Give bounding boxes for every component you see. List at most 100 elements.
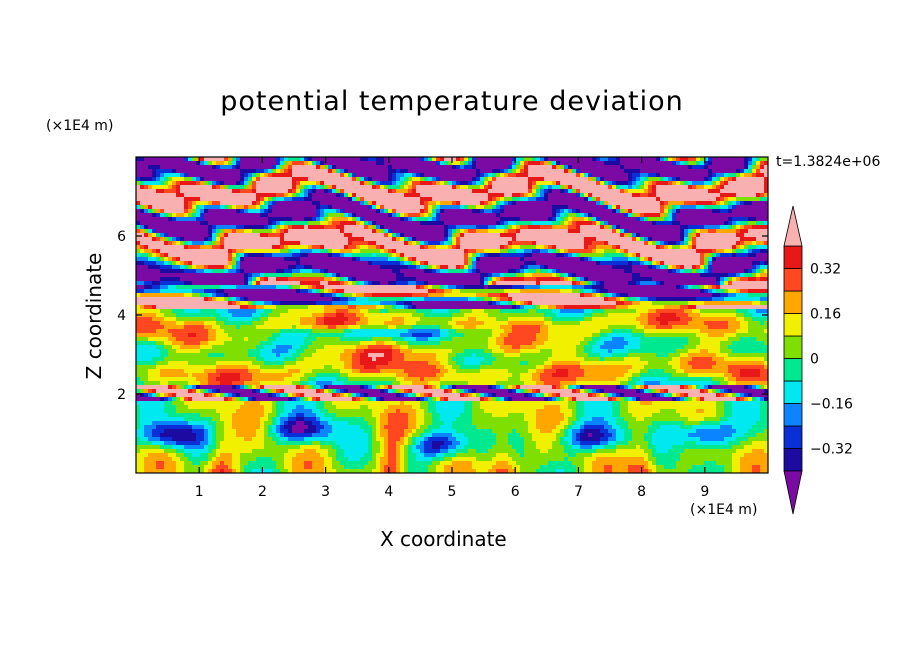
field-cell <box>208 213 213 218</box>
field-cell <box>604 277 609 282</box>
field-cell <box>228 229 233 234</box>
field-cell <box>256 261 261 266</box>
field-cell <box>436 229 441 234</box>
field-cell <box>188 185 193 190</box>
field-cell <box>356 189 361 194</box>
field-cell <box>396 261 401 266</box>
field-cell <box>580 201 585 206</box>
field-cell <box>240 161 245 166</box>
field-cell <box>676 177 681 182</box>
field-cell <box>212 233 217 238</box>
field-cell <box>384 173 389 178</box>
field-cell <box>580 177 585 182</box>
field-cell <box>252 197 257 202</box>
field-cell <box>752 189 757 194</box>
field-cell <box>532 233 537 238</box>
field-cell <box>572 201 577 206</box>
field-cell <box>140 197 145 202</box>
field-cell <box>392 189 397 194</box>
field-cell <box>140 213 145 218</box>
field-cell <box>488 273 493 278</box>
field-cell <box>476 249 481 254</box>
field-cell <box>492 221 497 226</box>
field-cell <box>260 189 265 194</box>
field-cell <box>256 193 261 198</box>
field-cell <box>152 213 157 218</box>
field-cell <box>660 277 665 282</box>
field-cell <box>212 217 217 222</box>
field-cell <box>136 241 141 246</box>
field-cell <box>760 277 765 282</box>
field-cell <box>488 197 493 202</box>
field-cell <box>480 173 485 178</box>
field-cell <box>172 197 177 202</box>
field-cell <box>720 165 725 170</box>
field-cell <box>544 269 549 274</box>
field-cell <box>484 157 489 162</box>
field-cell <box>380 249 385 254</box>
field-cell <box>512 189 517 194</box>
field-cell <box>264 197 269 202</box>
field-cell <box>264 233 269 238</box>
field-cell <box>496 281 501 286</box>
field-cell <box>408 269 413 274</box>
field-cell <box>552 217 557 222</box>
field-cell <box>312 193 317 198</box>
field-cell <box>504 209 509 214</box>
field-cell <box>216 249 221 254</box>
field-cell <box>352 221 357 226</box>
field-cell <box>496 189 501 194</box>
field-cell <box>708 253 713 258</box>
field-cell <box>388 217 393 222</box>
field-cell <box>604 273 609 278</box>
field-cell <box>752 265 757 270</box>
field-cell <box>192 229 197 234</box>
field-cell <box>188 269 193 274</box>
field-cell <box>284 253 289 258</box>
field-cell <box>368 161 373 166</box>
field-cell <box>232 201 237 206</box>
field-cell <box>268 161 273 166</box>
field-cell <box>148 177 153 182</box>
field-cell <box>144 169 149 174</box>
field-cell <box>344 281 349 286</box>
field-cell <box>172 173 177 178</box>
field-cell <box>652 193 657 198</box>
field-cell <box>348 201 353 206</box>
field-cell <box>364 169 369 174</box>
field-cell <box>188 157 193 162</box>
field-cell <box>304 197 309 202</box>
field-cell <box>160 181 165 186</box>
field-cell <box>456 281 461 286</box>
field-cell <box>432 205 437 210</box>
field-cell <box>352 265 357 270</box>
field-cell <box>492 265 497 270</box>
field-cell <box>328 173 333 178</box>
field-cell <box>572 165 577 170</box>
field-cell <box>472 269 477 274</box>
field-cell <box>552 169 557 174</box>
field-cell <box>396 245 401 250</box>
field-cell <box>144 253 149 258</box>
field-cell <box>204 277 209 282</box>
field-cell <box>452 277 457 282</box>
field-cell <box>276 185 281 190</box>
field-cell <box>504 169 509 174</box>
field-cell <box>504 173 509 178</box>
field-cell <box>612 157 617 162</box>
field-cell <box>724 181 729 186</box>
field-cell <box>264 257 269 262</box>
field-cell <box>296 157 301 162</box>
field-cell <box>552 209 557 214</box>
field-cell <box>560 269 565 274</box>
field-cell <box>212 277 217 282</box>
field-cell <box>164 173 169 178</box>
field-cell <box>296 185 301 190</box>
field-cell <box>292 277 297 282</box>
field-cell <box>176 281 181 286</box>
field-cell <box>384 233 389 238</box>
field-cell <box>512 157 517 162</box>
field-cell <box>476 161 481 166</box>
field-cell <box>652 181 657 186</box>
field-cell <box>140 193 145 198</box>
